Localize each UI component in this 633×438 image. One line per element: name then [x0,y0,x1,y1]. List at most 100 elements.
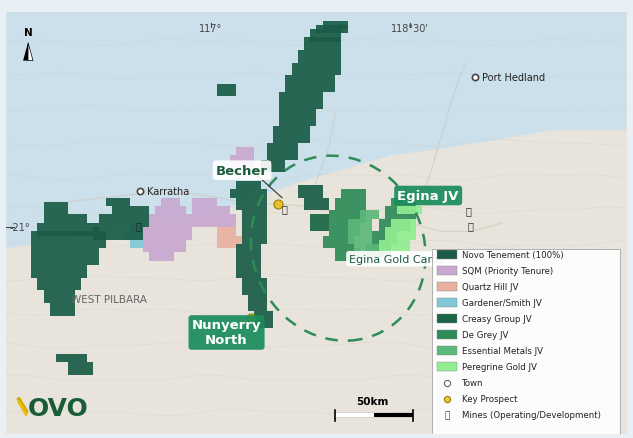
FancyBboxPatch shape [437,362,457,371]
Bar [31,265,87,278]
Bar [242,211,267,228]
Text: -21°: -21° [9,223,30,233]
Bar [298,186,323,198]
Bar [31,232,106,249]
Text: Essential Metals JV: Essential Metals JV [462,346,543,355]
Bar [335,249,360,261]
Bar [261,160,285,173]
Bar [354,244,379,257]
Bar [155,207,186,215]
Bar [44,202,68,215]
Bar [236,244,261,261]
Text: OVO: OVO [28,396,89,420]
Bar [37,223,99,236]
Bar [124,232,143,240]
Bar [149,215,199,228]
Text: ⛏: ⛏ [467,220,473,230]
Bar [44,291,75,303]
Bar [149,253,174,261]
Bar [217,85,236,97]
Bar [143,228,192,240]
Text: WEST PILBARA: WEST PILBARA [71,294,147,304]
Text: 118°30': 118°30' [391,24,429,34]
Bar [143,240,186,253]
Text: Egina JV: Egina JV [398,190,459,202]
Bar [379,240,410,253]
Bar [130,240,143,249]
FancyBboxPatch shape [437,250,457,260]
Text: Mines (Operating/Development): Mines (Operating/Development) [462,410,601,419]
Text: Peregrine Gold JV: Peregrine Gold JV [462,362,537,371]
Bar [217,228,236,236]
Bar [329,223,360,236]
Bar [93,228,143,240]
Text: Town: Town [462,378,484,387]
Bar [310,30,341,42]
Bar [112,207,149,215]
Bar [310,215,329,223]
Bar [403,194,422,202]
Bar [199,215,236,228]
Bar [379,219,410,232]
Bar [310,223,329,232]
Text: De Grey JV: De Grey JV [462,330,509,339]
Bar [316,26,348,34]
Text: Novo Tenement (100%): Novo Tenement (100%) [462,251,564,259]
Bar [192,207,230,215]
FancyBboxPatch shape [437,346,457,355]
Text: 117°: 117° [199,24,223,34]
Bar [31,249,99,265]
Bar [37,278,81,291]
Bar [366,244,391,257]
FancyBboxPatch shape [437,266,457,276]
Bar [236,181,261,190]
Bar [99,215,149,228]
Bar [267,144,298,160]
Bar [230,156,254,165]
Bar [254,312,273,328]
Bar [68,362,93,375]
Bar [242,278,267,295]
Text: Nunyerry
North: Nunyerry North [192,319,261,346]
Polygon shape [23,43,28,61]
Text: ⛏: ⛏ [465,206,472,216]
Bar [236,198,267,211]
Bar [348,219,372,232]
Text: N: N [20,396,41,420]
Text: Quartz Hill JV: Quartz Hill JV [462,283,518,291]
Bar [298,51,341,64]
Bar [329,211,366,223]
Bar [279,110,316,127]
Bar [360,211,379,219]
Bar [292,64,341,76]
Bar [230,165,254,173]
Bar [397,207,422,215]
Bar [248,295,267,312]
Text: Karratha: Karratha [147,187,189,197]
Bar [130,223,143,232]
FancyBboxPatch shape [437,330,457,339]
FancyBboxPatch shape [437,282,457,292]
Polygon shape [6,13,627,434]
Bar [279,93,323,110]
Bar [242,228,267,244]
Polygon shape [28,43,33,61]
Bar [385,207,416,219]
Bar [285,76,335,93]
Text: ⛏: ⛏ [281,204,287,214]
Bar [323,21,348,30]
Text: Becher: Becher [216,164,268,177]
Bar [236,148,254,156]
Bar [335,198,366,211]
Bar [304,198,329,211]
Text: Port Hedland: Port Hedland [482,73,545,83]
Text: ⛏: ⛏ [135,220,141,230]
Bar [106,198,130,207]
Bar [236,261,261,278]
Bar [385,228,416,240]
FancyBboxPatch shape [437,314,457,323]
Bar [230,190,267,198]
Bar [348,232,372,244]
Text: Gardener/Smith JV: Gardener/Smith JV [462,298,542,307]
Bar [161,198,180,207]
